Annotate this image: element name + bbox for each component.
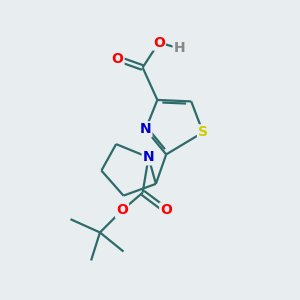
Text: O: O	[160, 203, 172, 218]
Text: N: N	[143, 150, 154, 164]
Text: S: S	[198, 125, 208, 139]
Text: N: N	[140, 122, 152, 136]
Text: H: H	[174, 41, 185, 56]
Text: O: O	[116, 203, 128, 218]
Text: O: O	[153, 35, 165, 50]
Text: O: O	[112, 52, 124, 66]
